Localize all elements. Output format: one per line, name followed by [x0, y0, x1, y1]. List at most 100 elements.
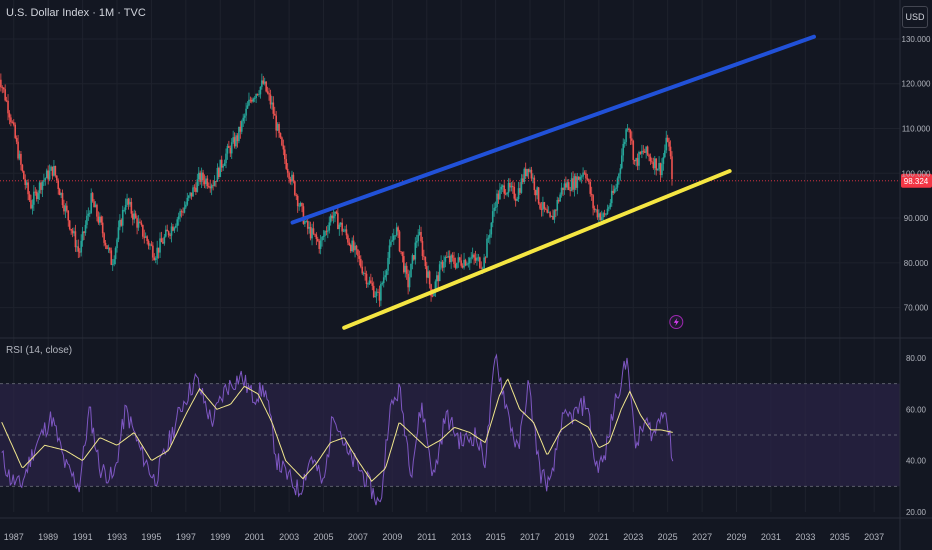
candle-body	[509, 182, 511, 188]
candle-body	[585, 173, 587, 179]
candle-body	[210, 185, 213, 189]
candle-body	[480, 267, 483, 269]
candle-body	[38, 182, 41, 194]
candle-body	[512, 185, 514, 187]
candle-body	[111, 264, 114, 266]
rsi-tick-label: 20.00	[906, 508, 927, 517]
time-tick-label: 2003	[279, 532, 299, 542]
candle-body	[33, 191, 35, 205]
candle-body	[456, 262, 458, 268]
candle-body	[77, 246, 80, 252]
candle-body	[428, 271, 431, 285]
candle-body	[159, 238, 161, 253]
candle-body	[126, 198, 128, 206]
candle-body	[222, 165, 224, 168]
rsi-series	[1, 353, 674, 506]
candle-body	[66, 205, 68, 211]
time-tick-label: 2007	[348, 532, 368, 542]
candle-body	[256, 94, 259, 95]
candle-body	[423, 256, 425, 257]
candle-body	[628, 128, 630, 131]
candle-body	[481, 268, 484, 269]
candle-body	[443, 261, 445, 268]
candle-body	[150, 244, 153, 246]
candle-body	[64, 205, 67, 212]
trendlines[interactable]	[290, 34, 816, 330]
candle-body	[282, 145, 285, 150]
candle-body	[190, 192, 193, 197]
candle-body	[251, 100, 253, 102]
time-tick-label: 2025	[658, 532, 678, 542]
last-price-label: 98.324	[904, 177, 929, 186]
candle-body	[68, 220, 71, 230]
candle-body	[484, 257, 487, 259]
candle-body	[78, 251, 81, 253]
candle-body	[331, 215, 333, 219]
currency-button[interactable]: USD	[902, 6, 928, 28]
candle-body	[324, 231, 326, 236]
price-tick-label: 100.000	[902, 169, 931, 178]
candle-body	[337, 213, 339, 230]
candle-body	[242, 117, 245, 122]
candle-body	[467, 263, 470, 265]
candle-body	[524, 168, 527, 177]
candle-body	[490, 222, 493, 235]
candle-body	[349, 245, 352, 252]
candle-body	[638, 151, 640, 166]
time-tick-label: 2031	[761, 532, 781, 542]
candle-body	[600, 217, 603, 220]
candle-body	[341, 222, 343, 232]
candle-body	[121, 210, 124, 226]
candle-body	[669, 146, 672, 157]
candle-body	[342, 230, 345, 232]
rsi-tick-label: 80.00	[906, 354, 927, 363]
candle-body	[209, 186, 212, 189]
candle-body	[476, 257, 478, 261]
lightning-bolt-icon[interactable]	[669, 315, 684, 329]
candle-body	[71, 230, 74, 234]
candle-body	[580, 176, 583, 178]
candle-body	[550, 215, 553, 217]
candle-body	[599, 213, 602, 220]
candle-body	[642, 150, 645, 152]
candle-body	[259, 86, 262, 95]
candle-body	[494, 207, 497, 208]
candle-body	[602, 213, 604, 218]
candle-body	[474, 257, 477, 261]
candle-body	[397, 227, 399, 232]
candle-body	[398, 231, 401, 252]
candle-body	[321, 236, 323, 241]
candle-body	[175, 225, 177, 228]
candle-body	[441, 261, 444, 268]
candle-body	[216, 167, 219, 182]
time-tick-label: 1999	[210, 532, 230, 542]
candle-body	[283, 149, 286, 160]
candle-body	[124, 205, 127, 210]
candle-body	[348, 242, 351, 246]
candle-body	[633, 159, 636, 162]
candle-body	[513, 186, 516, 199]
candle-body	[107, 247, 110, 249]
candle-body	[385, 270, 388, 276]
candle-body	[147, 240, 150, 246]
candle-body	[268, 92, 270, 95]
candle-body	[371, 283, 374, 286]
lightning-bolt-glyph	[673, 318, 679, 326]
rsi-indicator-label[interactable]: RSI (14, close)	[6, 345, 73, 356]
candle-body	[519, 188, 521, 193]
candle-body	[352, 240, 355, 251]
candle-body	[252, 98, 255, 102]
candle-body	[381, 283, 384, 285]
candle-body	[339, 222, 342, 225]
candle-body	[539, 203, 541, 209]
candle-body	[4, 89, 6, 101]
last-price-tag	[901, 173, 932, 188]
candle-body	[631, 138, 633, 141]
candle-body	[433, 291, 435, 297]
axis-ticks: 70.000 80.000 90.000 100.000 110.000 120.000 1…	[4, 35, 931, 542]
candle-body	[414, 242, 417, 260]
candle-body	[415, 241, 418, 243]
candle-body	[233, 137, 236, 147]
candle-body	[387, 257, 389, 271]
